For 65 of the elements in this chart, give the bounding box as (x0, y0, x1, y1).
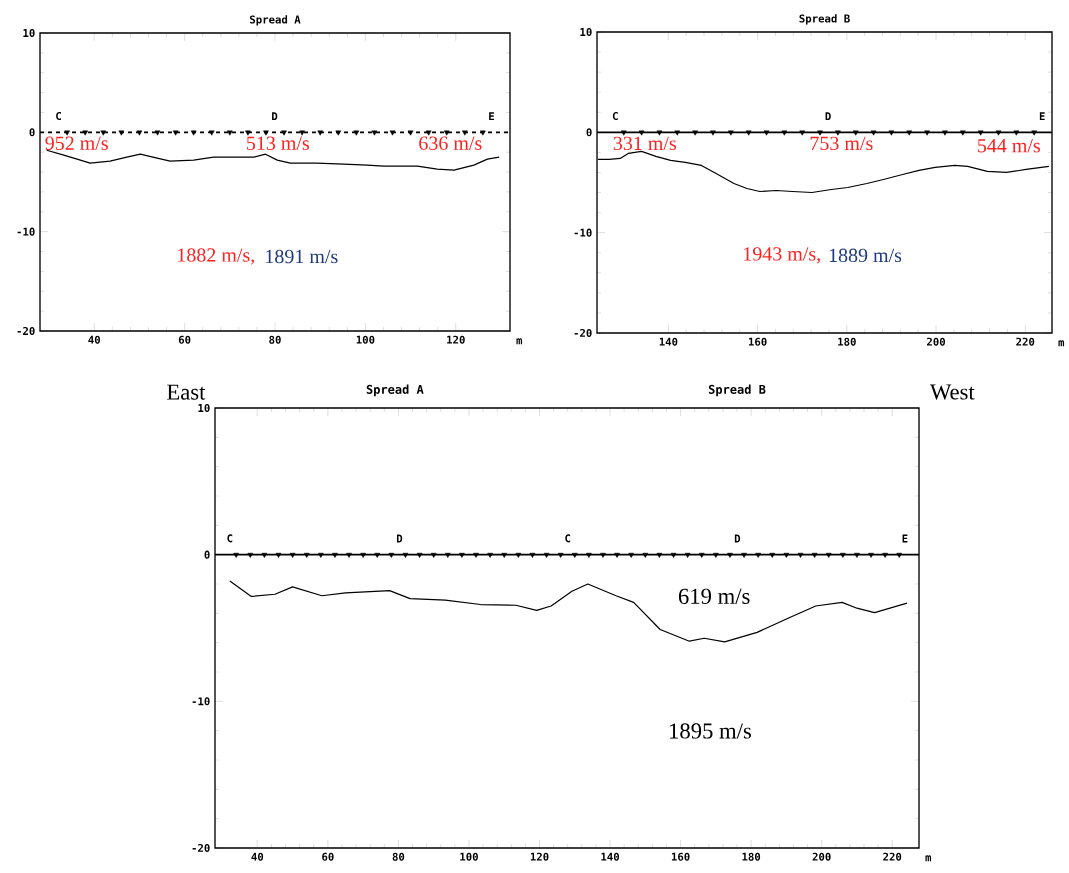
x-tick-label: 200 (927, 337, 946, 346)
x-tick-label: 220 (883, 852, 902, 861)
y-tick-label: 0 (204, 550, 210, 559)
x-tick-label: 80 (269, 335, 281, 344)
annotation: D (396, 534, 403, 543)
x-tick-label: 40 (88, 335, 101, 344)
y-tick-label: 0 (586, 128, 592, 137)
annotation: 1943 m/s, (744, 247, 820, 264)
y-tick-label: -20 (17, 326, 35, 336)
y-tick-label: 10 (23, 28, 35, 38)
annotation: D (825, 112, 831, 121)
annotation: 1895 m/s (670, 723, 751, 739)
annotation: 513 m/s (247, 136, 310, 150)
x-tick-label: 100 (460, 852, 478, 861)
annotation: C (56, 111, 61, 121)
x-tick-label: 200 (812, 852, 831, 861)
annotation: 753 m/s (810, 136, 873, 151)
annotation: 1889 m/s (829, 248, 902, 263)
text: West (929, 384, 975, 400)
y-tick-label: -10 (17, 227, 35, 236)
annotation: C (565, 534, 571, 543)
x-tick-label: 160 (671, 852, 690, 861)
y-tick-label: -10 (192, 697, 210, 706)
x-tick-label: 40 (251, 852, 264, 861)
annotation: E (902, 534, 908, 543)
x-tick-label: 60 (322, 852, 334, 861)
x-tick-label: 220 (1016, 337, 1035, 346)
annotation: 952 m/s (45, 136, 108, 150)
x-tick-label: 180 (742, 852, 761, 861)
y-tick-label: 0 (29, 128, 35, 137)
x-tick-label: 160 (748, 337, 767, 346)
y-tick-label: 10 (198, 403, 210, 413)
y-tick-label: -20 (574, 328, 592, 338)
y-tick-label: -10 (574, 228, 592, 237)
line-series (229, 580, 908, 643)
x-axis-title: m (516, 338, 523, 345)
annotation: 619 m/s (678, 588, 750, 604)
x-tick-label: 180 (838, 337, 856, 346)
x-axis-title: m (925, 855, 932, 862)
x-tick-label: 80 (392, 852, 405, 861)
x-tick-label: 120 (447, 335, 465, 344)
chart-title: Spread B (799, 14, 850, 25)
x-tick-label: 140 (601, 852, 620, 861)
annotation: D (734, 534, 741, 543)
annotation: 544 m/s (978, 139, 1040, 153)
text: East (167, 384, 206, 400)
x-tick-label: 60 (178, 335, 191, 344)
y-tick-label: -20 (192, 843, 210, 853)
x-axis-title: m (1058, 340, 1065, 347)
annotation: C (227, 534, 233, 543)
annotation: 636 m/s (419, 136, 482, 150)
annotation: E (1039, 112, 1045, 121)
annotation: E (489, 112, 494, 121)
chart-title: Spread A (249, 15, 301, 26)
x-tick-label: 100 (356, 335, 375, 344)
annotation: 1882 m/s, (178, 248, 254, 265)
text: Spread A (366, 384, 424, 397)
y-tick-label: 10 (580, 27, 592, 37)
annotation: C (612, 111, 618, 121)
x-tick-label: 120 (530, 852, 549, 861)
text: Spread B (708, 384, 766, 397)
x-tick-label: 140 (659, 337, 678, 346)
annotation: 1891 m/s (266, 249, 338, 264)
annotation: D (272, 112, 278, 121)
annotation: 331 m/s (613, 136, 676, 151)
